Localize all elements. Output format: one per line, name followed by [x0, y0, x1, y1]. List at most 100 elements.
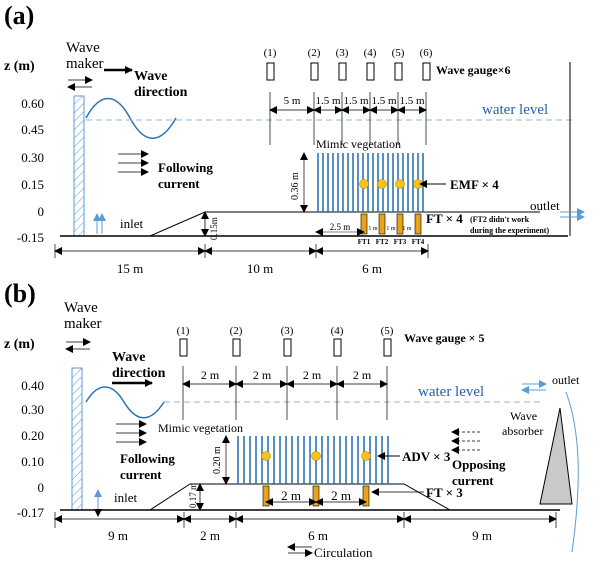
ft-spacing-label: 1 m: [402, 226, 412, 232]
z-tick: 0: [38, 480, 45, 495]
wave-maker-paddle: [71, 367, 83, 511]
emf-sensor: [395, 179, 405, 189]
slope-height-label: 0.17 m: [188, 483, 198, 508]
water-level-label: water level: [418, 384, 484, 400]
bottom-dimensions: 9 m 2 m 6 m 9 m: [54, 512, 557, 543]
panel-a-z-axis-label: z (m): [4, 59, 35, 74]
panel-b: (b) z (m) 0.40 0.30 0.20 0.10 0 -0.17 Wa…: [4, 279, 580, 560]
bottom-dim-label: 6 m: [362, 261, 382, 276]
ft-sensor: [414, 213, 422, 235]
adv-sensor: [261, 451, 271, 461]
svg-text:(3): (3): [281, 325, 294, 337]
wave-maker-paddle: [73, 95, 85, 237]
mimic-vegetation-label: Mimic vegetation: [316, 137, 401, 151]
z-tick: 0.45: [21, 122, 44, 137]
svg-text:(5): (5): [381, 325, 394, 337]
mimic-vegetation-label: Mimic vegetation: [158, 421, 243, 435]
wave-gauge: (1): [177, 325, 190, 420]
wave-direction-label: direction: [112, 366, 166, 381]
following-current-arrows-icon: [118, 150, 149, 176]
opposing-current-label: current: [452, 473, 494, 488]
ft-sensor: [378, 213, 386, 235]
gauge-spacing-label: 2 m: [253, 368, 272, 382]
emf-sensor: [359, 179, 369, 189]
following-current-label: current: [158, 176, 200, 191]
ft-sensor: [360, 213, 368, 235]
ft-name: FT4: [412, 238, 425, 246]
ft-spacing-dims: 2.5 m 1 m 1 m 1 m: [315, 222, 412, 236]
svg-text:(4): (4): [364, 47, 377, 59]
opposing-current-arrows-icon: [451, 428, 480, 454]
wave-absorber: [539, 407, 573, 505]
z-tick: -0.15: [17, 230, 44, 245]
ft-spacing-dims: 2 m 2 m: [265, 488, 367, 506]
panel-b-label: (b): [4, 279, 36, 308]
z-tick: 0.20: [21, 428, 44, 443]
ft-sensors: [262, 485, 370, 507]
outlet-label: outlet: [530, 198, 560, 213]
outlet-arrow-icon: [521, 380, 547, 394]
ft-spacing-label: 1 m: [368, 226, 378, 232]
wave-gauges: (1) (2) (3) (4) (5): [264, 47, 433, 145]
ft-spacing-label: 2 m: [331, 488, 351, 503]
circulation-label: Circulation: [314, 545, 373, 560]
emf-sensors: [359, 179, 423, 189]
z-tick: 0.30: [21, 402, 44, 417]
z-tick: 0.30: [21, 150, 44, 165]
ft-name: FT2: [376, 238, 389, 246]
emf-label: EMF × 4: [450, 177, 499, 192]
ft-name: FT1: [358, 238, 371, 246]
paddle-arrows-icon: [67, 76, 93, 91]
z-tick: 0.10: [21, 454, 44, 469]
ft-name: FT3: [394, 238, 407, 246]
following-current-label: current: [120, 467, 162, 482]
vegetation-height-label: 0.20 m: [212, 446, 223, 474]
bottom-dim-label: 9 m: [108, 528, 128, 543]
gauge-spacing-label: 1.5 m: [343, 95, 369, 107]
following-current-label: Following: [120, 451, 175, 466]
wave-gauge: (2): [230, 325, 243, 420]
bottom-dim-label: 2 m: [200, 528, 220, 543]
wave-direction-label: Wave: [134, 69, 167, 84]
slope-height-label: 0.15m: [209, 217, 219, 240]
ft-label: FT × 3: [426, 485, 463, 500]
svg-text:(5): (5): [392, 47, 405, 59]
panel-b-z-axis-label: z (m): [4, 337, 35, 352]
svg-text:(1): (1): [264, 47, 277, 59]
svg-text:(2): (2): [230, 325, 243, 337]
following-current-arrows-icon: [116, 420, 147, 446]
gauge-spacing-dims: 5 m 1.5 m 1.5 m 1.5 m 1.5 m: [269, 95, 427, 114]
adv-sensor: [311, 451, 321, 461]
paddle-arrows-icon: [65, 338, 91, 353]
ft-sensor: [312, 485, 320, 507]
gauge-spacing-label: 2 m: [201, 368, 220, 382]
svg-text:(4): (4): [331, 325, 344, 337]
vegetation-height-label: 0.36 m: [290, 172, 301, 200]
wave-absorber-label: absorber: [502, 424, 543, 438]
svg-text:(1): (1): [177, 325, 190, 337]
wave-profile: [85, 386, 165, 419]
gauge-spacing-label: 5 m: [284, 95, 301, 107]
adv-sensors: [261, 451, 371, 461]
following-current-label: Following: [158, 160, 213, 175]
wave-gauge: (1): [264, 47, 277, 145]
water-level-label: water level: [482, 102, 548, 118]
bottom-dimensions: 15 m 10 m 6 m: [54, 244, 429, 276]
wave-profile: [85, 97, 177, 139]
z-tick: -0.17: [17, 505, 45, 520]
gauge-spacing-label: 2 m: [353, 368, 372, 382]
wave-gauge-count-label: Wave gauge×6: [436, 63, 511, 77]
bottom-dim-label: 10 m: [247, 261, 273, 276]
wave-gauge: (6): [420, 47, 433, 145]
inlet-label: inlet: [114, 490, 137, 505]
adv-label: ADV × 3: [402, 449, 451, 464]
bottom-dim-label: 15 m: [117, 261, 143, 276]
wave-gauge: (2): [308, 47, 321, 145]
wave-gauge: (5): [381, 325, 394, 420]
svg-text:(2): (2): [308, 47, 321, 59]
bottom-dim-label: 9 m: [472, 528, 492, 543]
wave-direction-label: Wave: [112, 350, 145, 365]
ft-spacing-label: 2 m: [281, 488, 301, 503]
wave-gauge: (3): [336, 47, 349, 145]
z-tick: 0.40: [21, 378, 44, 393]
